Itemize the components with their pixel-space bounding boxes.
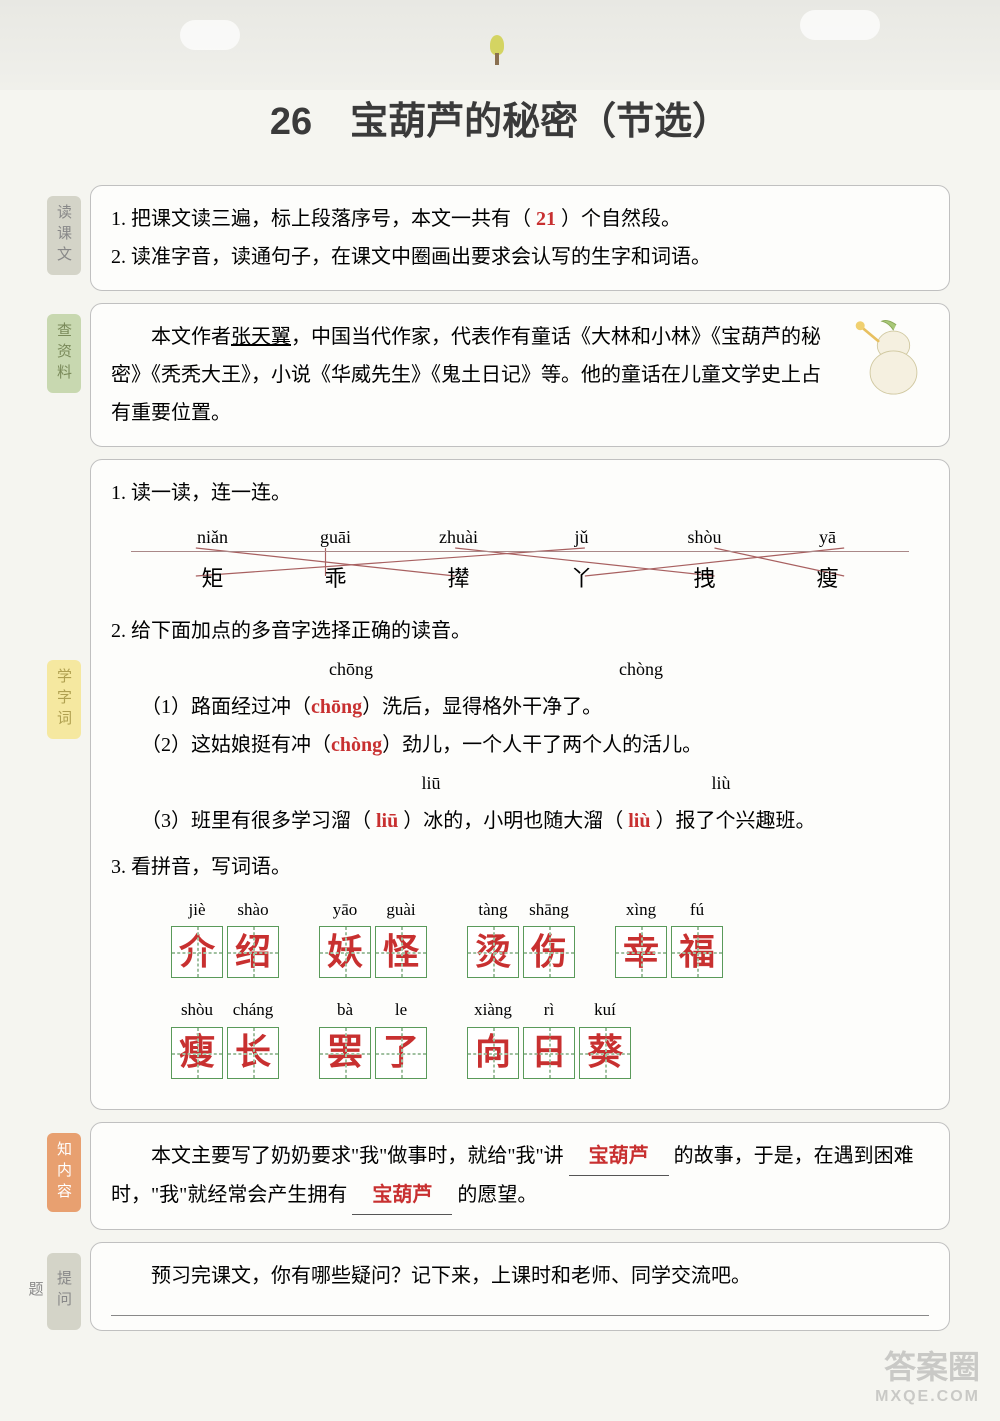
char-box: 介	[171, 926, 223, 978]
pinyin-item: zhuài	[397, 520, 520, 554]
char-box: 长	[227, 1027, 279, 1079]
char-box: 福	[671, 926, 723, 978]
hanzi-item: 丫	[520, 552, 643, 600]
side-label-vocab: 学字词	[47, 660, 81, 739]
char-box: 瘦	[171, 1027, 223, 1079]
fill-blank-1: 宝葫芦	[569, 1137, 669, 1176]
answer-line	[111, 1315, 929, 1316]
pinyin-row: niǎnguāizhuàijǔshòuyā	[131, 520, 909, 554]
watermark: 答案圈 MXQE.COM	[875, 1342, 980, 1406]
answer-paragraph-count: 21	[531, 208, 561, 230]
hanzi-item: 瘦	[766, 552, 889, 600]
char-group: xìngfú幸福	[615, 894, 723, 978]
answer-s1: chōng	[311, 696, 362, 718]
sentence-3: （3）班里有很多学习溜（ liū ）冰的，小明也随大溜（ liù ）报了个兴趣班…	[111, 802, 929, 840]
char-grid-row-1: jièshào介绍 yāoguài妖怪 tàngshāng烫伤 xìngfú幸福	[171, 894, 929, 978]
char-group: tàngshāng烫伤	[467, 894, 575, 978]
ex2-title: 2. 给下面加点的多音字选择正确的读音。	[111, 612, 929, 650]
hanzi-item: 拽	[643, 552, 766, 600]
section-vocab: 学字词 1. 读一读，连一连。 niǎnguāizhuàijǔshòuyā 矩乖…	[90, 459, 950, 1110]
fill-blank-2: 宝葫芦	[352, 1176, 452, 1215]
page-title: 26 宝葫芦的秘密（节选）	[50, 90, 950, 145]
ex2-options-2: liū liù	[111, 764, 929, 802]
side-label-question: 提问题	[47, 1253, 81, 1330]
read-line1: 1. 把课文读三遍，标上段落序号，本文一共有（ 21 ）个自然段。	[111, 200, 929, 238]
read-line2: 2. 读准字音，读通句子，在课文中圈画出要求会认写的生字和词语。	[111, 238, 929, 276]
section-author: 查资料 本文作者张天翼，中国当代作家，代表作有童话《大林和小林》《宝葫芦的秘密》…	[90, 303, 950, 447]
hanzi-item: 乖	[274, 552, 397, 600]
char-group: shòucháng瘦长	[171, 994, 279, 1078]
char-group: bàle罢了	[319, 994, 427, 1078]
pinyin-item: shòu	[643, 520, 766, 554]
side-label-read: 读课文	[47, 196, 81, 275]
char-group: xiàngrìkuí向日葵	[467, 994, 631, 1078]
char-box: 向	[467, 1027, 519, 1079]
char-box: 烫	[467, 926, 519, 978]
section-read: 读课文 1. 把课文读三遍，标上段落序号，本文一共有（ 21 ）个自然段。 2.…	[90, 185, 950, 291]
char-box: 绍	[227, 926, 279, 978]
char-box: 罢	[319, 1027, 371, 1079]
ex1-title: 1. 读一读，连一连。	[111, 474, 929, 512]
hanzi-item: 矩	[151, 552, 274, 600]
char-group: yāoguài妖怪	[319, 894, 427, 978]
answer-s3a: liū	[371, 810, 403, 832]
sentence-1: （1）路面经过冲（chōng）洗后，显得格外干净了。	[111, 688, 929, 726]
ex3-title: 3. 看拼音，写词语。	[111, 848, 929, 886]
author-name: 张天翼	[231, 326, 291, 348]
side-label-summary: 知内容	[47, 1133, 81, 1212]
pinyin-item: jǔ	[520, 520, 643, 554]
char-box: 日	[523, 1027, 575, 1079]
answer-s2: chòng	[331, 734, 382, 756]
char-group: jièshào介绍	[171, 894, 279, 978]
char-box: 妖	[319, 926, 371, 978]
side-label-author: 查资料	[47, 314, 81, 393]
char-box: 葵	[579, 1027, 631, 1079]
pinyin-item: guāi	[274, 520, 397, 554]
char-box: 了	[375, 1027, 427, 1079]
section-summary: 知内容 本文主要写了奶奶要求"我"做事时，就给"我"讲 宝葫芦 的故事，于是，在…	[90, 1122, 950, 1230]
pinyin-item: yā	[766, 520, 889, 554]
question-text: 预习完课文，你有哪些疑问？记下来，上课时和老师、同学交流吧。	[111, 1257, 929, 1295]
gourd-icon	[844, 314, 934, 404]
ex2-options-1: chōng chòng	[111, 650, 929, 688]
page-content: 26 宝葫芦的秘密（节选） 读课文 1. 把课文读三遍，标上段落序号，本文一共有…	[0, 0, 1000, 1383]
pinyin-item: niǎn	[151, 520, 274, 554]
answer-s3b: liù	[623, 810, 655, 832]
char-box: 怪	[375, 926, 427, 978]
char-grid-row-2: shòucháng瘦长 bàle罢了 xiàngrìkuí向日葵	[171, 994, 929, 1078]
section-question: 提问题 预习完课文，你有哪些疑问？记下来，上课时和老师、同学交流吧。	[90, 1242, 950, 1331]
sentence-2: （2）这姑娘挺有冲（chòng）劲儿，一个人干了两个人的活儿。	[111, 726, 929, 764]
char-box: 伤	[523, 926, 575, 978]
char-box: 幸	[615, 926, 667, 978]
connect-exercise: niǎnguāizhuàijǔshòuyā 矩乖撵丫拽瘦	[131, 520, 909, 600]
hanzi-row: 矩乖撵丫拽瘦	[131, 551, 909, 600]
hanzi-item: 撵	[397, 552, 520, 600]
